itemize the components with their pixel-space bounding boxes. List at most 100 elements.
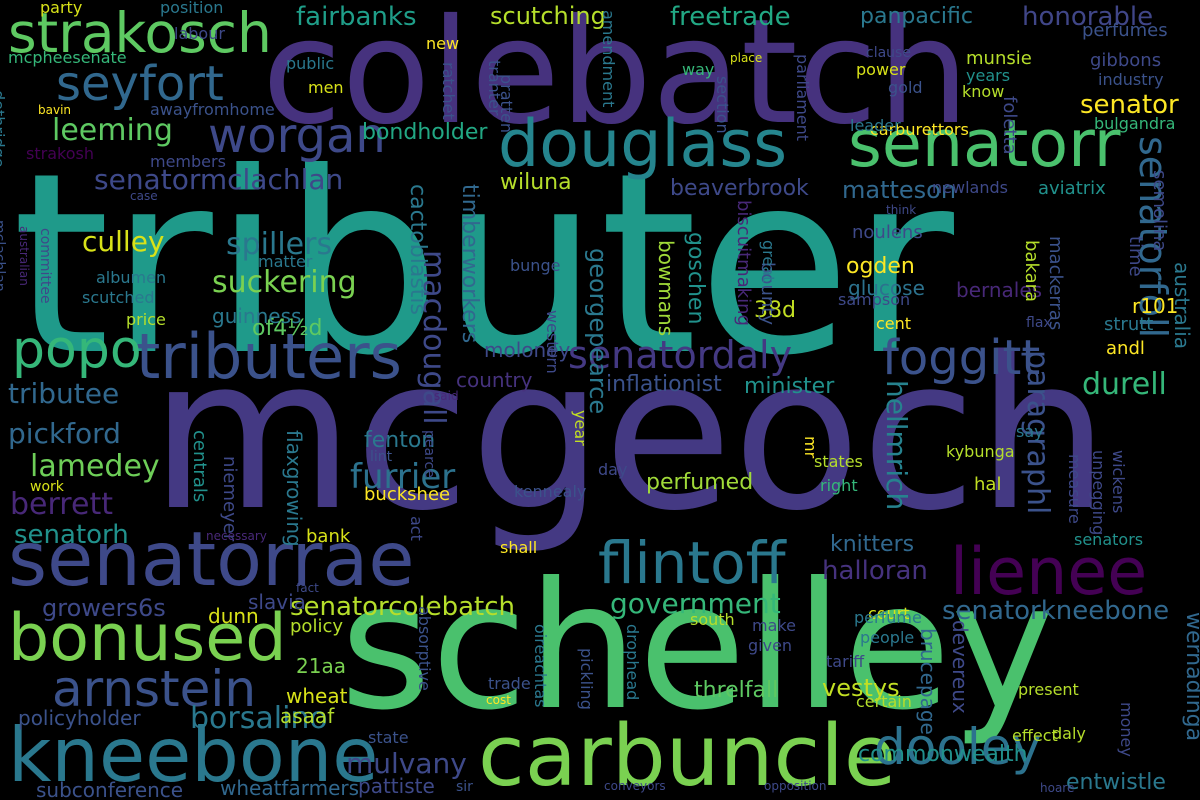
word-newlands: newlands	[932, 178, 1008, 197]
word-worgan: worgan	[208, 108, 386, 164]
word-cent: cent	[876, 314, 912, 333]
word-r101: r101	[1132, 294, 1179, 318]
word-tariff: tariff	[826, 652, 865, 671]
word-kneebone: kneebone	[8, 711, 379, 799]
word-subconference: subconference	[36, 778, 184, 800]
word-slavia: slavia	[248, 590, 306, 614]
word-hoare: hoare	[1040, 781, 1075, 795]
word-flaxgrowing: flaxgrowing	[282, 430, 306, 547]
word-states: states	[814, 452, 863, 471]
word-daly: daly	[1052, 724, 1086, 743]
word-pratten: pratten	[497, 74, 516, 134]
word-years: years	[966, 66, 1011, 85]
word-place: place	[730, 51, 763, 65]
word-dooley: dooley	[874, 718, 1042, 776]
word-labour: labour	[174, 24, 225, 43]
word-time: time	[1125, 236, 1146, 277]
word-perfumed: perfumed	[646, 470, 754, 495]
word-bernales: bernales	[956, 278, 1043, 302]
word-strakosh: strakosh	[26, 144, 94, 163]
word-court: court	[868, 604, 910, 623]
word-berrett: berrett	[10, 487, 113, 522]
word-cost: cost	[486, 693, 511, 707]
word-industry: industry	[1098, 70, 1164, 89]
word-leader: leader	[850, 116, 901, 135]
word-suckering: suckering	[212, 265, 357, 300]
word-freetrade: freetrade	[670, 2, 791, 32]
word-gibbons: gibbons	[1090, 50, 1162, 71]
word-party: party	[40, 0, 83, 17]
word-trade: trade	[488, 674, 531, 693]
word-committee: committee	[37, 228, 53, 304]
word-conveyors: conveyors	[604, 779, 666, 793]
word-government: government	[610, 587, 781, 620]
word-sampson: sampson	[838, 290, 911, 309]
word-bulgandra: bulgandra	[1094, 114, 1176, 133]
word-pearce: pearce	[421, 430, 437, 478]
word-bavin: bavin	[38, 103, 72, 117]
word-mcgeoch: mcgeoch	[150, 312, 1110, 557]
word-leeming: leeming	[52, 113, 173, 148]
word-right: right	[820, 476, 858, 495]
word-bowmans: bowmans	[654, 240, 678, 337]
word-durell: durell	[1082, 367, 1167, 402]
word-honorable: honorable	[1022, 2, 1154, 32]
word-senatorkneebone: senatorkneebone	[942, 596, 1170, 626]
word-andl: andl	[1106, 338, 1145, 359]
word-policy: policy	[290, 616, 343, 637]
word-senatorcolebatch: senatorcolebatch	[290, 592, 515, 622]
word-bakara: bakara	[1021, 240, 1042, 303]
word-strutt: strutt	[1104, 314, 1154, 335]
word-act: act	[407, 516, 426, 541]
word-wernadinga: wernadinga	[1181, 612, 1200, 742]
word-gold: gold	[888, 78, 923, 97]
word-necessary: necessary	[206, 529, 267, 543]
word-drophead: drophead	[623, 624, 642, 701]
word-shall: shall	[500, 538, 538, 557]
word-great: great	[759, 240, 778, 283]
word-power: power	[856, 60, 906, 79]
word-people: people	[860, 628, 915, 647]
word-country: country	[456, 368, 533, 392]
word-21aa: 21aa	[296, 654, 346, 678]
word-section: section	[713, 76, 732, 134]
word-cactoblastis: cactoblastis	[405, 184, 430, 315]
word-wiluna: wiluna	[500, 170, 572, 195]
word-inflationist: inflationist	[606, 372, 722, 397]
word-members: members	[150, 152, 226, 171]
word-timberworkers: timberworkers	[457, 184, 482, 344]
word-pattiste: pattiste	[358, 774, 435, 798]
word-money: money	[1117, 702, 1136, 757]
word-day: day	[598, 460, 628, 479]
word-minister: minister	[744, 374, 835, 399]
word-oireachtas: oireachtas	[531, 624, 550, 708]
word-ratchet: ratchet	[439, 62, 458, 120]
word-know: know	[962, 82, 1005, 101]
word-glucose: glucose	[848, 276, 925, 300]
word-fact: fact	[296, 581, 319, 595]
word-bank: bank	[306, 526, 351, 547]
word-tributer: tributer	[12, 119, 955, 410]
word-albumen: albumen	[96, 268, 167, 287]
word-biscuitmaking: biscuitmaking	[733, 200, 754, 326]
word-entwistle: entwistle	[1066, 770, 1166, 795]
word-spillers: spillers	[226, 227, 333, 262]
word-douglass: douglass	[498, 107, 788, 182]
word-foletta: foletta	[999, 96, 1020, 155]
word-hal: hal	[974, 474, 1002, 495]
word-australia: australia	[1170, 262, 1194, 350]
word-case: case	[130, 189, 158, 203]
word-hellmrich: hellmrich	[880, 380, 913, 511]
word-culley: culley	[82, 225, 165, 258]
word-senator: senator	[1080, 90, 1179, 120]
word-say: say	[1016, 422, 1044, 441]
word-mulvany: mulvany	[346, 747, 467, 780]
word-borsalino: borsalino	[190, 701, 328, 736]
word-amendment: amendment	[599, 10, 618, 108]
word-commonwealth: commonwealth	[858, 742, 1028, 767]
word-absorptive: absorptive	[415, 606, 434, 691]
word-scutched: scutched	[82, 288, 155, 307]
word-bondholder: bondholder	[362, 120, 488, 145]
word-parliament: parliament	[793, 54, 812, 142]
